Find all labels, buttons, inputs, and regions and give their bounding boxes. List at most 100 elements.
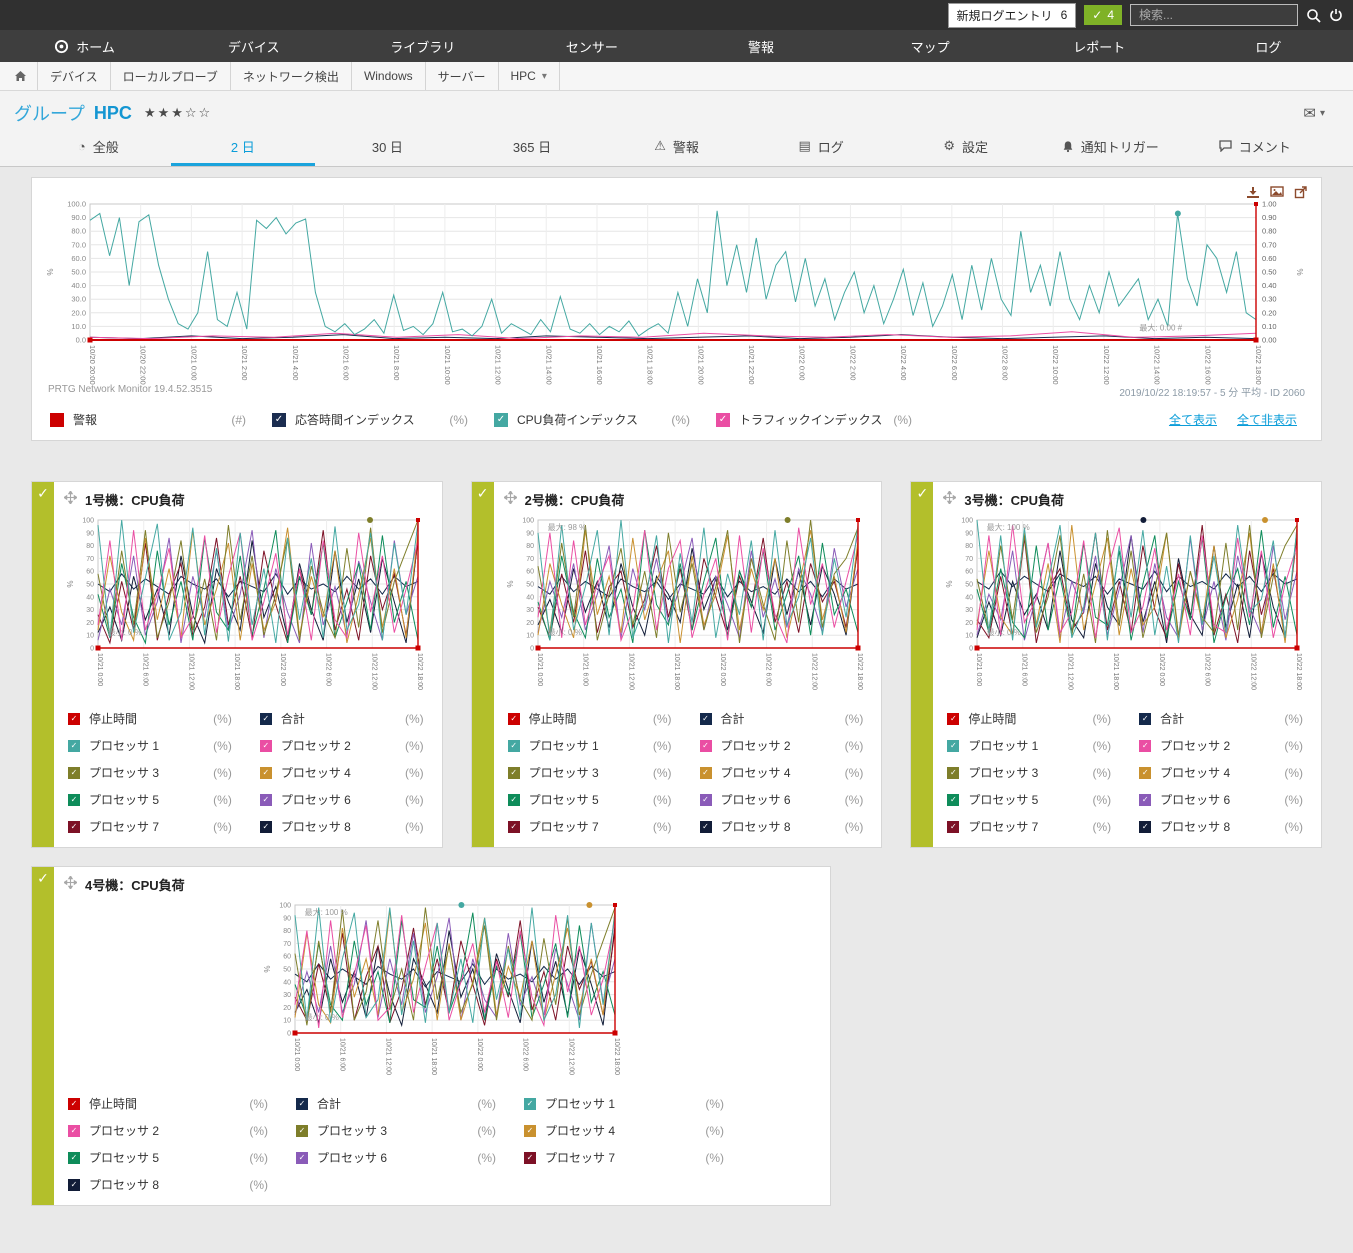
legend-item-停止時間[interactable]: ✓停止時間(%) [947, 710, 1111, 727]
legend-item-プロセッサ 4[interactable]: ✓プロセッサ 4(%) [524, 1122, 724, 1139]
select-strip[interactable]: ✓ [911, 482, 933, 847]
tab-コメント[interactable]: コメント [1183, 129, 1328, 166]
move-icon[interactable] [64, 876, 77, 894]
breadcrumb-item-HPC[interactable]: HPC▾ [499, 62, 560, 90]
nav-item-ホーム[interactable]: ホーム [0, 30, 169, 62]
legend-item-プロセッサ 7[interactable]: ✓プロセッサ 7(%) [68, 818, 232, 835]
breadcrumb-item-デバイス[interactable]: デバイス [38, 62, 111, 90]
home-icon[interactable] [4, 62, 38, 90]
select-strip[interactable]: ✓ [472, 482, 494, 847]
legend-item-プロセッサ 3[interactable]: ✓プロセッサ 3(%) [68, 764, 232, 781]
legend-item-プロセッサ 5[interactable]: ✓プロセッサ 5(%) [947, 791, 1111, 808]
legend-item-プロセッサ 3[interactable]: ✓プロセッサ 3(%) [947, 764, 1111, 781]
legend-item-プロセッサ 2[interactable]: ✓プロセッサ 2(%) [260, 737, 424, 754]
priority-stars[interactable]: ★★★☆☆ [144, 105, 212, 121]
svg-text:10/22 6:00: 10/22 6:00 [325, 653, 332, 686]
move-icon[interactable] [504, 491, 517, 509]
legend-item-合計[interactable]: ✓合計(%) [700, 710, 864, 727]
show-all-link[interactable]: 全て表示 [1169, 411, 1217, 428]
breadcrumb-item-サーバー[interactable]: サーバー [426, 62, 499, 90]
legend-item-応答時間インデックス[interactable]: ✓応答時間インデックス(%) [272, 411, 494, 428]
legend-item-停止時間[interactable]: ✓停止時間(%) [68, 710, 232, 727]
nav-item-マップ[interactable]: マップ [846, 30, 1015, 62]
legend-item-プロセッサ 7[interactable]: ✓プロセッサ 7(%) [508, 818, 672, 835]
tab-2日[interactable]: 2 日 [171, 129, 316, 166]
legend-item-プロセッサ 4[interactable]: ✓プロセッサ 4(%) [700, 764, 864, 781]
legend-item-プロセッサ 7[interactable]: ✓プロセッサ 7(%) [947, 818, 1111, 835]
breadcrumb-item-ローカルプローブ[interactable]: ローカルプローブ [111, 62, 231, 90]
hide-all-link[interactable]: 全て非表示 [1237, 411, 1297, 428]
legend-item-プロセッサ 7[interactable]: ✓プロセッサ 7(%) [524, 1149, 724, 1166]
legend-item-プロセッサ 3[interactable]: ✓プロセッサ 3(%) [508, 764, 672, 781]
nav-item-ライブラリ[interactable]: ライブラリ [338, 30, 507, 62]
mail-menu-button[interactable]: ✉ ▾ [1303, 104, 1339, 122]
new-log-entries-button[interactable]: 新規ログエントリ 6 [948, 3, 1077, 28]
legend-item-プロセッサ 5[interactable]: ✓プロセッサ 5(%) [68, 1149, 268, 1166]
legend-item-停止時間[interactable]: ✓停止時間(%) [508, 710, 672, 727]
select-strip[interactable]: ✓ [32, 482, 54, 847]
legend-item-CPU負荷インデックス[interactable]: ✓CPU負荷インデックス(%) [494, 411, 716, 428]
cpu-load-chart[interactable]: 100908070605040302010010/21 0:0010/21 6:… [943, 514, 1305, 698]
legend-item-プロセッサ 5[interactable]: ✓プロセッサ 5(%) [68, 791, 232, 808]
legend-item-プロセッサ 1[interactable]: ✓プロセッサ 1(%) [947, 737, 1111, 754]
nav-item-センサー[interactable]: センサー [507, 30, 676, 62]
legend-item-プロセッサ 1[interactable]: ✓プロセッサ 1(%) [508, 737, 672, 754]
search-icon[interactable] [1306, 8, 1321, 23]
legend-item-プロセッサ 8[interactable]: ✓プロセッサ 8(%) [260, 818, 424, 835]
tab-全般[interactable]: ◔全般 [26, 129, 171, 166]
tab-設定[interactable]: ⚙設定 [893, 129, 1038, 166]
legend-item-プロセッサ 5[interactable]: ✓プロセッサ 5(%) [508, 791, 672, 808]
nav-item-レポート[interactable]: レポート [1015, 30, 1184, 62]
legend-item-プロセッサ 6[interactable]: ✓プロセッサ 6(%) [1139, 791, 1303, 808]
legend-label: プロセッサ 7 [529, 818, 599, 835]
select-strip[interactable]: ✓ [32, 867, 54, 1205]
legend-item-プロセッサ 4[interactable]: ✓プロセッサ 4(%) [260, 764, 424, 781]
tab-30日[interactable]: 30 日 [315, 129, 460, 166]
legend-item-プロセッサ 8[interactable]: ✓プロセッサ 8(%) [700, 818, 864, 835]
legend-item-合計[interactable]: ✓合計(%) [1139, 710, 1303, 727]
legend-item-プロセッサ 4[interactable]: ✓プロセッサ 4(%) [1139, 764, 1303, 781]
open-fullscreen-icon[interactable] [1294, 186, 1307, 199]
download-csv-icon[interactable] [1246, 186, 1260, 199]
tab-警報[interactable]: ⚠警報 [604, 129, 749, 166]
legend-item-トラフィックインデックス[interactable]: ✓トラフィックインデックス(%) [716, 411, 938, 428]
acknowledged-alarms-badge[interactable]: ✓ 4 [1084, 5, 1122, 25]
legend-item-プロセッサ 6[interactable]: ✓プロセッサ 6(%) [260, 791, 424, 808]
overview-chart[interactable]: 100.090.080.070.060.050.040.030.020.010.… [44, 196, 1308, 396]
legend-item-プロセッサ 1[interactable]: ✓プロセッサ 1(%) [68, 737, 232, 754]
legend-item-プロセッサ 1[interactable]: ✓プロセッサ 1(%) [524, 1095, 724, 1112]
download-image-icon[interactable] [1270, 186, 1284, 199]
legend-color-chip: ✓ [508, 767, 520, 779]
sensor-panel-3号機：CPU負荷: ✓ 3号機：CPU負荷 100908070605040302010010/21 … [910, 481, 1322, 848]
legend-item-プロセッサ 2[interactable]: ✓プロセッサ 2(%) [68, 1122, 268, 1139]
tab-通知トリガー[interactable]: 通知トリガー [1038, 129, 1183, 166]
svg-text:10/22 16:00: 10/22 16:00 [1203, 345, 1212, 385]
legend-item-プロセッサ 8[interactable]: ✓プロセッサ 8(%) [68, 1176, 268, 1193]
tab-365日[interactable]: 365 日 [460, 129, 605, 166]
move-icon[interactable] [64, 491, 77, 509]
legend-item-プロセッサ 6[interactable]: ✓プロセッサ 6(%) [700, 791, 864, 808]
logout-power-icon[interactable] [1329, 8, 1343, 22]
search-input[interactable] [1130, 4, 1298, 26]
move-icon[interactable] [943, 491, 956, 509]
nav-item-ログ[interactable]: ログ [1184, 30, 1353, 62]
breadcrumb-item-ネットワーク検出[interactable]: ネットワーク検出 [231, 62, 352, 90]
comment-icon [1219, 140, 1232, 152]
cpu-load-chart[interactable]: 100908070605040302010010/21 0:0010/21 6:… [261, 899, 623, 1083]
breadcrumb-item-Windows[interactable]: Windows [352, 62, 426, 90]
legend-item-合計[interactable]: ✓合計(%) [260, 710, 424, 727]
nav-item-警報[interactable]: 警報 [677, 30, 846, 62]
cpu-load-chart[interactable]: 100908070605040302010010/21 0:0010/21 6:… [64, 514, 426, 698]
legend-item-プロセッサ 2[interactable]: ✓プロセッサ 2(%) [700, 737, 864, 754]
legend-item-警報[interactable]: 警報(#) [50, 411, 272, 428]
legend-item-プロセッサ 8[interactable]: ✓プロセッサ 8(%) [1139, 818, 1303, 835]
legend-item-プロセッサ 3[interactable]: ✓プロセッサ 3(%) [296, 1122, 496, 1139]
cpu-load-chart[interactable]: 100908070605040302010010/21 0:0010/21 6:… [504, 514, 866, 698]
legend-item-プロセッサ 2[interactable]: ✓プロセッサ 2(%) [1139, 737, 1303, 754]
svg-text:最小: 0 %: 最小: 0 % [987, 628, 1021, 637]
legend-item-プロセッサ 6[interactable]: ✓プロセッサ 6(%) [296, 1149, 496, 1166]
legend-item-合計[interactable]: ✓合計(%) [296, 1095, 496, 1112]
tab-ログ[interactable]: ▤ログ [749, 129, 894, 166]
legend-item-停止時間[interactable]: ✓停止時間(%) [68, 1095, 268, 1112]
nav-item-デバイス[interactable]: デバイス [169, 30, 338, 62]
